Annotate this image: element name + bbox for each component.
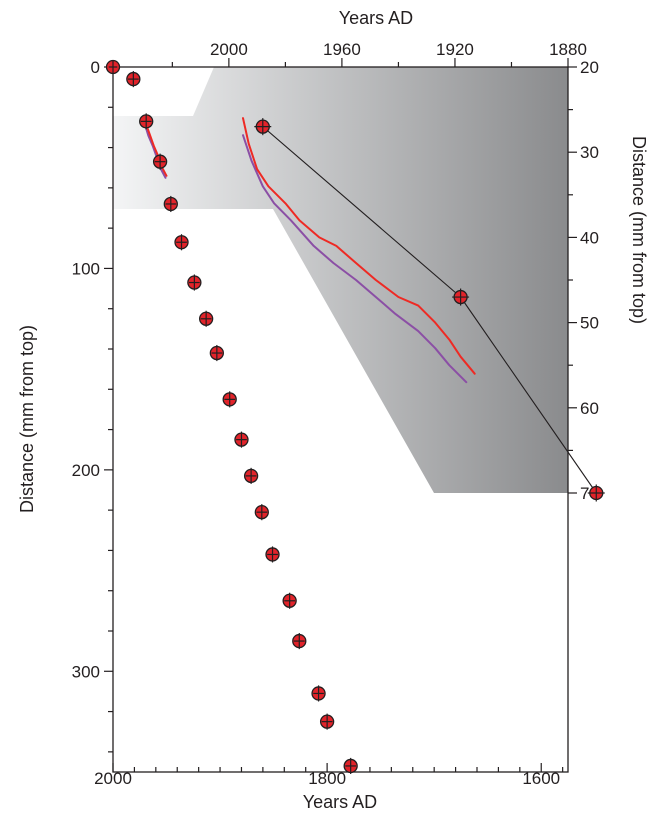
main-x-tick-label: 1600 (522, 769, 560, 788)
main-data-point (254, 504, 269, 521)
main-data-point (187, 274, 202, 291)
main-x-axis-title: Years AD (303, 792, 377, 812)
main-data-point (198, 310, 214, 327)
inset-red-line (242, 117, 476, 375)
inset-x-tick-label: 1920 (436, 40, 474, 59)
main-red-line (144, 120, 168, 177)
main-x-tick-label: 2000 (94, 769, 132, 788)
main-y-tick-label: 200 (72, 461, 100, 480)
main-data-point (292, 633, 307, 650)
main-data-point (139, 113, 154, 130)
main-data-point (222, 391, 237, 408)
main-y-tick-label: 100 (72, 259, 100, 278)
main-data-point (152, 153, 168, 170)
inset-y-tick-label: 40 (580, 228, 599, 247)
inset-data-point (452, 288, 470, 306)
inset-x-tick-label: 1880 (549, 40, 587, 59)
inset-y-axis-title: Distance (mm from top) (629, 136, 649, 324)
inset-data-point (587, 484, 605, 502)
main-data-point (163, 195, 178, 213)
main-data-point (105, 59, 121, 75)
main-y-tick-label: 300 (72, 662, 100, 681)
inset-x-axis-title: Years AD (339, 8, 413, 28)
main-data-point (234, 431, 249, 448)
plot-frame (112, 66, 569, 773)
inset-y-tick-label: 20 (580, 58, 599, 77)
inset-x-tick-label: 1960 (323, 40, 361, 59)
inset-y-tick-label: 50 (580, 314, 599, 333)
main-data-point (265, 546, 280, 563)
main-data-point (243, 467, 259, 484)
inset-x-tick-label: 2000 (210, 40, 248, 59)
main-data-point (209, 344, 224, 362)
main-data-point (126, 71, 141, 88)
main-purple-line (143, 120, 167, 179)
main-data-point (343, 757, 358, 775)
main-y-tick-label: 0 (91, 58, 100, 77)
main-data-point (311, 685, 326, 702)
inset-shaded-region (113, 67, 568, 493)
main-x-tick-label: 1800 (308, 769, 346, 788)
main-data-point (319, 713, 335, 730)
inset-y-tick-label: 30 (580, 143, 599, 162)
data-series (105, 59, 605, 775)
main-y-axis-title: Distance (mm from top) (17, 325, 37, 513)
main-data-point (282, 592, 297, 609)
inset-y-tick-label: 60 (580, 399, 599, 418)
inset-data-point (254, 118, 272, 136)
main-data-point (174, 234, 189, 251)
inset-purple-line (242, 134, 468, 384)
